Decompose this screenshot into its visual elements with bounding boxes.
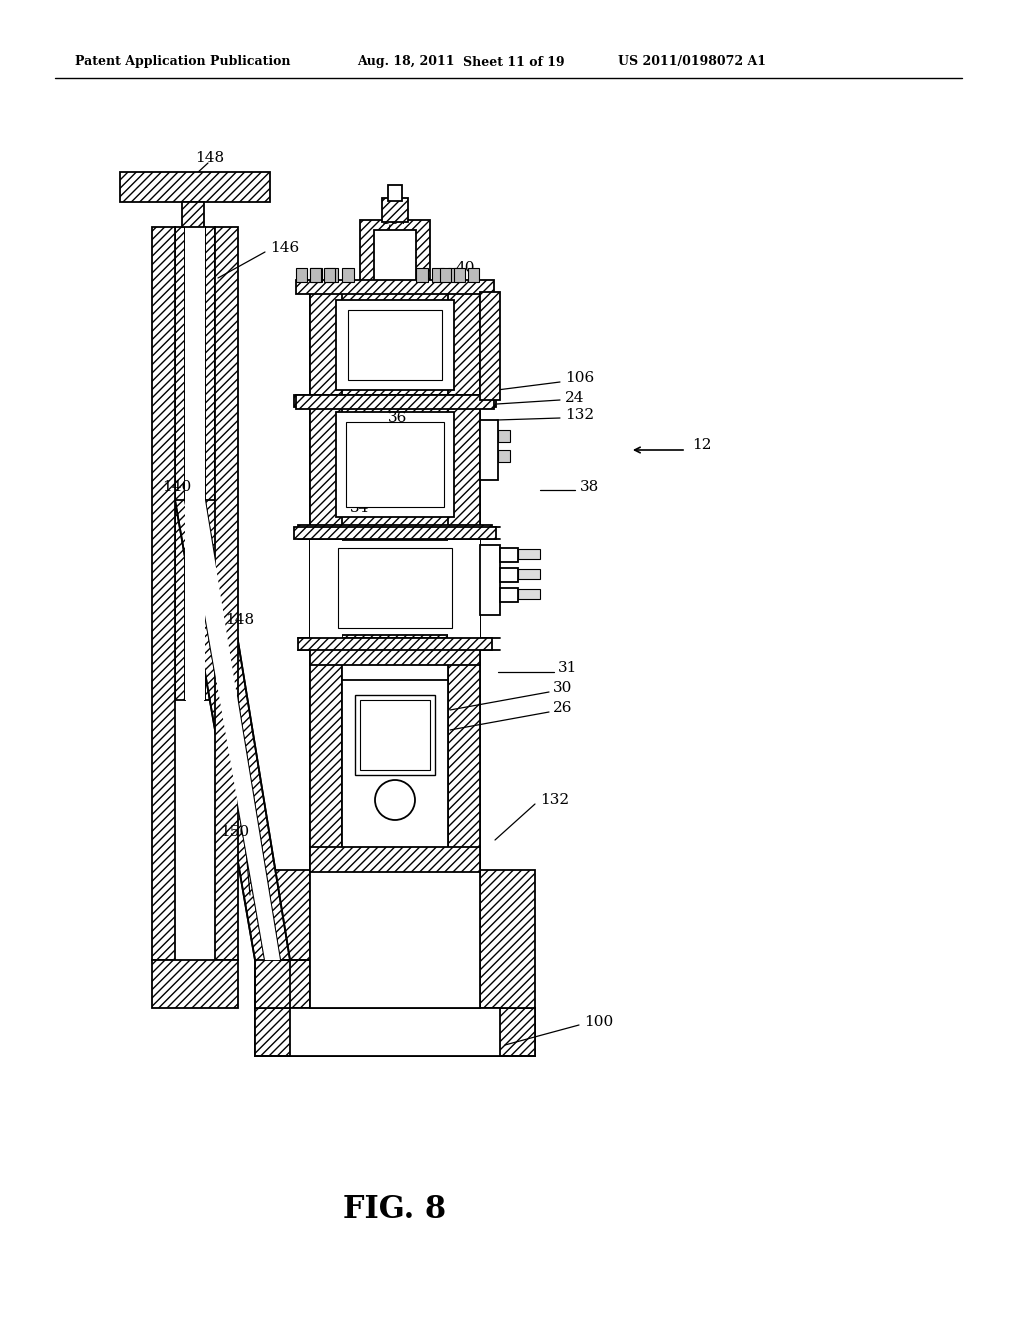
Bar bbox=[518, 549, 540, 558]
Polygon shape bbox=[255, 870, 310, 1008]
Bar bbox=[326, 268, 338, 282]
Bar bbox=[454, 268, 465, 282]
Bar bbox=[310, 640, 480, 665]
Bar bbox=[360, 220, 430, 288]
Polygon shape bbox=[175, 227, 185, 700]
Bar bbox=[360, 700, 430, 770]
Text: 146: 146 bbox=[270, 242, 299, 255]
Bar bbox=[416, 268, 428, 282]
Polygon shape bbox=[480, 870, 535, 1008]
Bar bbox=[294, 527, 496, 539]
Text: 26: 26 bbox=[553, 701, 572, 715]
Bar bbox=[324, 268, 335, 282]
Bar bbox=[518, 569, 540, 579]
Text: 106: 106 bbox=[565, 371, 594, 385]
Bar bbox=[336, 412, 454, 517]
Bar bbox=[310, 531, 480, 645]
Circle shape bbox=[375, 780, 415, 820]
Polygon shape bbox=[255, 1008, 535, 1056]
Bar bbox=[382, 198, 408, 222]
Bar bbox=[355, 696, 435, 775]
Text: 132: 132 bbox=[540, 793, 569, 807]
Text: Patent Application Publication: Patent Application Publication bbox=[75, 55, 291, 69]
Bar bbox=[120, 172, 270, 202]
Bar bbox=[310, 540, 342, 640]
Bar bbox=[298, 525, 492, 537]
Text: 148: 148 bbox=[195, 150, 224, 165]
Polygon shape bbox=[205, 227, 215, 700]
Bar bbox=[500, 548, 518, 562]
Bar bbox=[310, 400, 480, 531]
Polygon shape bbox=[152, 960, 238, 1008]
Text: 40: 40 bbox=[455, 261, 474, 275]
Bar bbox=[296, 395, 494, 409]
Bar bbox=[310, 285, 342, 870]
Bar bbox=[290, 1008, 500, 1056]
Bar bbox=[330, 540, 460, 635]
Bar bbox=[342, 268, 354, 282]
Bar bbox=[342, 680, 449, 855]
Bar bbox=[310, 847, 480, 873]
Polygon shape bbox=[205, 500, 290, 960]
Polygon shape bbox=[175, 500, 265, 960]
Bar bbox=[500, 587, 518, 602]
Text: FIG. 8: FIG. 8 bbox=[343, 1195, 446, 1225]
Bar bbox=[255, 1008, 535, 1056]
Bar bbox=[440, 268, 451, 282]
Bar bbox=[468, 268, 479, 282]
Bar bbox=[185, 227, 205, 700]
Polygon shape bbox=[215, 227, 238, 960]
Text: 150: 150 bbox=[220, 825, 249, 840]
Bar bbox=[518, 589, 540, 599]
Bar bbox=[182, 202, 204, 227]
Text: Sheet 11 of 19: Sheet 11 of 19 bbox=[463, 55, 564, 69]
Text: 148: 148 bbox=[225, 612, 254, 627]
Bar bbox=[480, 545, 500, 615]
Text: 38: 38 bbox=[580, 480, 599, 494]
Text: US 2011/0198072 A1: US 2011/0198072 A1 bbox=[618, 55, 766, 69]
Bar bbox=[498, 430, 510, 442]
Text: 107: 107 bbox=[380, 213, 410, 227]
Bar bbox=[310, 268, 321, 282]
Text: 132: 132 bbox=[565, 408, 594, 422]
Text: 140: 140 bbox=[162, 480, 191, 494]
Bar bbox=[310, 285, 480, 400]
Bar bbox=[296, 268, 307, 282]
Bar bbox=[298, 638, 492, 649]
Bar bbox=[336, 300, 454, 389]
Text: 36: 36 bbox=[388, 411, 408, 425]
Bar bbox=[498, 450, 510, 462]
Bar bbox=[296, 280, 494, 294]
Text: 24: 24 bbox=[565, 391, 585, 405]
Bar bbox=[346, 422, 444, 507]
Polygon shape bbox=[152, 227, 175, 960]
Bar bbox=[310, 660, 342, 870]
Bar bbox=[310, 268, 322, 282]
Bar bbox=[449, 285, 480, 870]
Bar bbox=[480, 292, 500, 400]
Bar bbox=[374, 230, 416, 288]
Bar bbox=[449, 268, 460, 282]
Bar bbox=[480, 420, 498, 480]
Text: 34: 34 bbox=[350, 502, 370, 515]
Bar bbox=[294, 395, 496, 407]
Bar bbox=[449, 660, 480, 870]
Bar bbox=[348, 310, 442, 380]
Bar bbox=[388, 185, 402, 201]
Bar bbox=[310, 870, 480, 1008]
Bar bbox=[432, 268, 444, 282]
Bar bbox=[338, 548, 452, 628]
Text: 31: 31 bbox=[558, 661, 578, 675]
Text: 30: 30 bbox=[553, 681, 572, 696]
Text: 100: 100 bbox=[584, 1015, 613, 1030]
Text: 12: 12 bbox=[692, 438, 712, 451]
Bar bbox=[342, 660, 449, 870]
Bar bbox=[500, 568, 518, 582]
Text: Aug. 18, 2011: Aug. 18, 2011 bbox=[357, 55, 455, 69]
Bar bbox=[449, 540, 480, 640]
Polygon shape bbox=[185, 500, 280, 960]
